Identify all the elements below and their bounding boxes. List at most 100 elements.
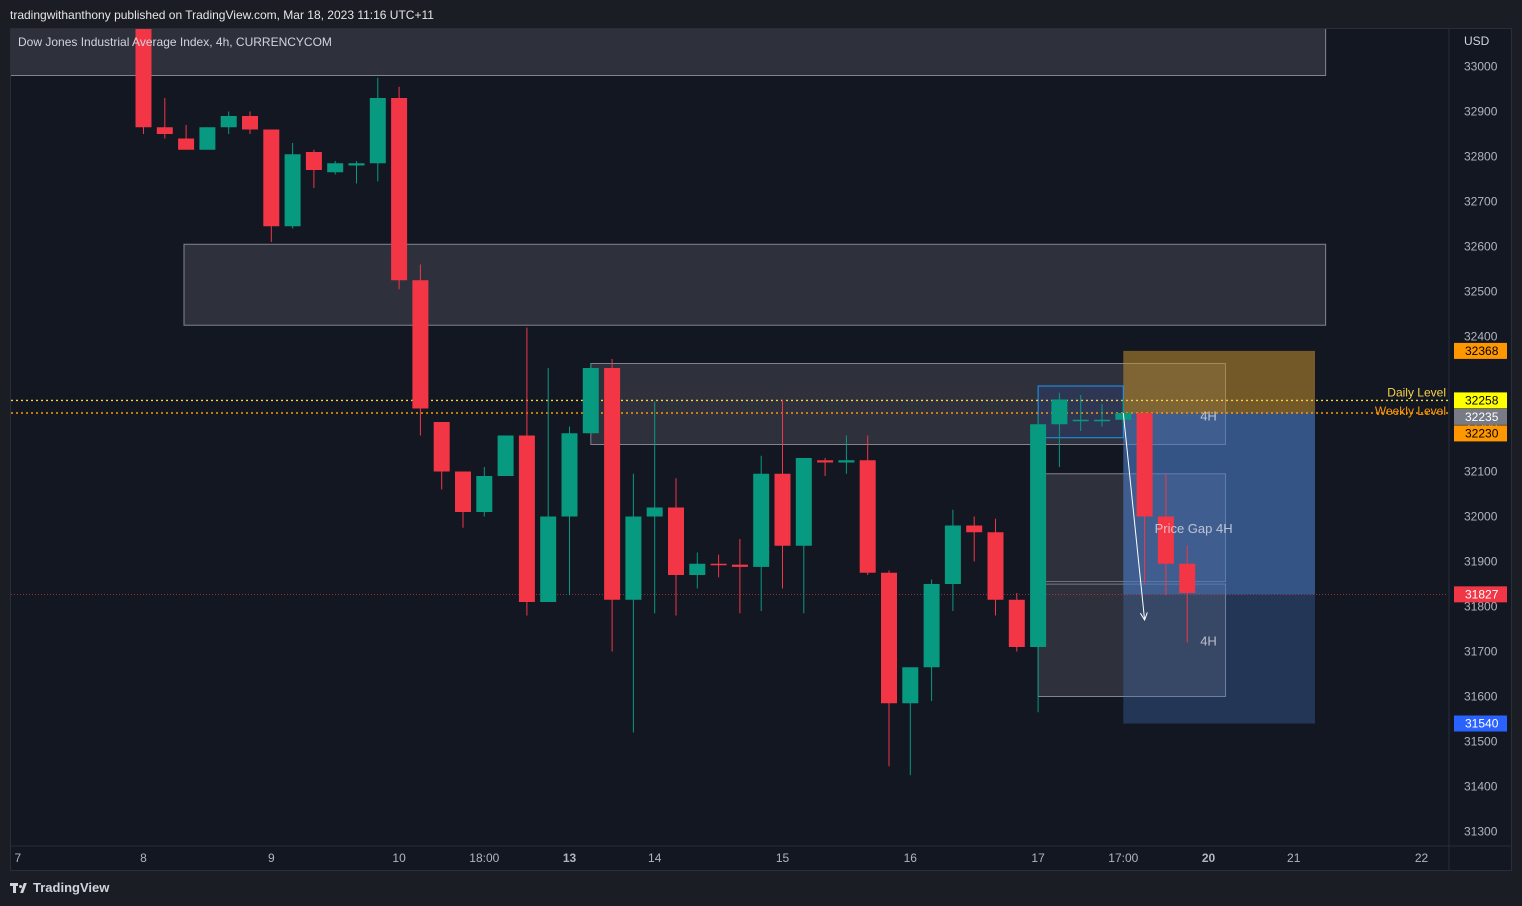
- candle-body: [987, 532, 1004, 600]
- take-profit-area-remaining: [1123, 594, 1315, 724]
- x-tick-label: 21: [1287, 851, 1301, 865]
- candle-body: [902, 667, 919, 704]
- candle-body: [1051, 399, 1068, 425]
- y-tick-label: 31500: [1464, 735, 1498, 749]
- y-tick-label: 31900: [1464, 555, 1498, 569]
- x-tick-label: 17:00: [1108, 851, 1138, 865]
- candle-body: [859, 460, 876, 573]
- candle-body: [391, 98, 408, 281]
- candle-body: [838, 460, 855, 463]
- price-label: 31827: [1465, 587, 1499, 601]
- y-tick-label: 31400: [1464, 780, 1498, 794]
- x-tick-label: 7: [14, 851, 21, 865]
- zone-label: Price Gap 4H: [1155, 521, 1233, 536]
- y-tick-label: 32400: [1464, 330, 1498, 344]
- price-label-bg: [1454, 392, 1507, 409]
- candle-body: [582, 368, 599, 434]
- y-tick-label: 32600: [1464, 240, 1498, 254]
- candle-body: [220, 116, 237, 128]
- x-tick-label: 16: [904, 851, 918, 865]
- candle-body: [284, 154, 301, 227]
- price-label-bg: [1454, 408, 1507, 425]
- x-tick-label: 10: [392, 851, 406, 865]
- x-tick-label: 13: [563, 851, 577, 865]
- candle-body: [476, 476, 493, 512]
- supply-demand-zone: [11, 29, 1327, 76]
- price-label: 32235: [1465, 410, 1499, 424]
- candle-body: [625, 516, 642, 600]
- y-tick-label: 32100: [1464, 465, 1498, 479]
- publisher-header: tradingwithanthony published on TradingV…: [10, 8, 434, 22]
- candle-body: [1008, 599, 1025, 647]
- price-label: 32230: [1465, 426, 1499, 440]
- x-tick-label: 15: [776, 851, 790, 865]
- footer-brand-label: TradingView: [33, 880, 110, 895]
- candle-body: [178, 138, 195, 150]
- candle-body: [817, 460, 834, 463]
- candle-body: [412, 280, 429, 409]
- price-label: 32258: [1465, 393, 1499, 407]
- x-tick-label: 22: [1415, 851, 1429, 865]
- take-profit-area: [1123, 413, 1315, 595]
- y-tick-label: 31600: [1464, 690, 1498, 704]
- y-tick-label: 31700: [1464, 645, 1498, 659]
- candle-body: [242, 116, 258, 130]
- y-tick-label: 32000: [1464, 510, 1498, 524]
- candle-body: [1072, 419, 1089, 422]
- candle-body: [604, 368, 621, 600]
- candle-body: [263, 129, 280, 227]
- supply-demand-zone: [183, 243, 1327, 326]
- candle-body: [1136, 413, 1153, 517]
- x-tick-label: 18:00: [469, 851, 499, 865]
- y-tick-label: 32700: [1464, 195, 1498, 209]
- price-label: 32368: [1465, 344, 1499, 358]
- candle-body: [540, 516, 557, 602]
- candle-body: [795, 458, 812, 546]
- candle-body: [433, 422, 450, 472]
- candle-body: [135, 29, 152, 128]
- y-tick-label: 31300: [1464, 825, 1498, 839]
- level-label: Daily Level: [1387, 385, 1446, 399]
- candle-body: [923, 584, 940, 668]
- candle-body: [731, 564, 748, 567]
- supply-demand-zone: [590, 363, 1227, 445]
- x-tick-label: 17: [1031, 851, 1045, 865]
- price-label-bg: [1454, 342, 1507, 359]
- footer-brand[interactable]: TradingView: [10, 880, 109, 895]
- candle-body: [369, 98, 386, 164]
- y-tick-label: 31800: [1464, 600, 1498, 614]
- candle-body: [199, 127, 216, 150]
- y-tick-label: 32900: [1464, 105, 1498, 119]
- candle-body: [561, 433, 578, 517]
- candle-body: [348, 163, 365, 166]
- plot-area: 4H Price Gap 4H 4H: [11, 29, 1448, 776]
- candle-body: [1030, 424, 1047, 647]
- candle-body: [305, 152, 322, 170]
- candle-body: [497, 435, 514, 476]
- price-label-bg: [1454, 425, 1507, 442]
- zone-label: 4H: [1200, 408, 1217, 423]
- symbol-label: Dow Jones Industrial Average Index, 4h, …: [18, 35, 332, 49]
- x-tick-label: 9: [268, 851, 275, 865]
- candle-body: [753, 473, 770, 567]
- candle-body: [881, 572, 897, 704]
- projection-arrow: [1122, 412, 1146, 621]
- zone-label: 4H: [1200, 633, 1217, 648]
- y-tick-label: 33000: [1464, 60, 1498, 74]
- currency-label: USD: [1464, 34, 1490, 48]
- candle-body: [518, 435, 535, 602]
- x-tick-label: 20: [1202, 851, 1216, 865]
- candle-body: [455, 471, 471, 512]
- stop-loss-area: [1123, 350, 1315, 413]
- candle-body: [966, 525, 983, 533]
- y-tick-label: 32500: [1464, 285, 1498, 299]
- price-label: 31540: [1465, 717, 1499, 731]
- tradingview-logo-icon: [10, 882, 28, 894]
- candle-body: [774, 473, 791, 546]
- supply-demand-zone: [1037, 583, 1227, 697]
- candle-body: [327, 163, 344, 173]
- candle-body: [1094, 419, 1110, 422]
- price-label-bg: [1454, 715, 1507, 732]
- x-tick-label: 14: [648, 851, 662, 865]
